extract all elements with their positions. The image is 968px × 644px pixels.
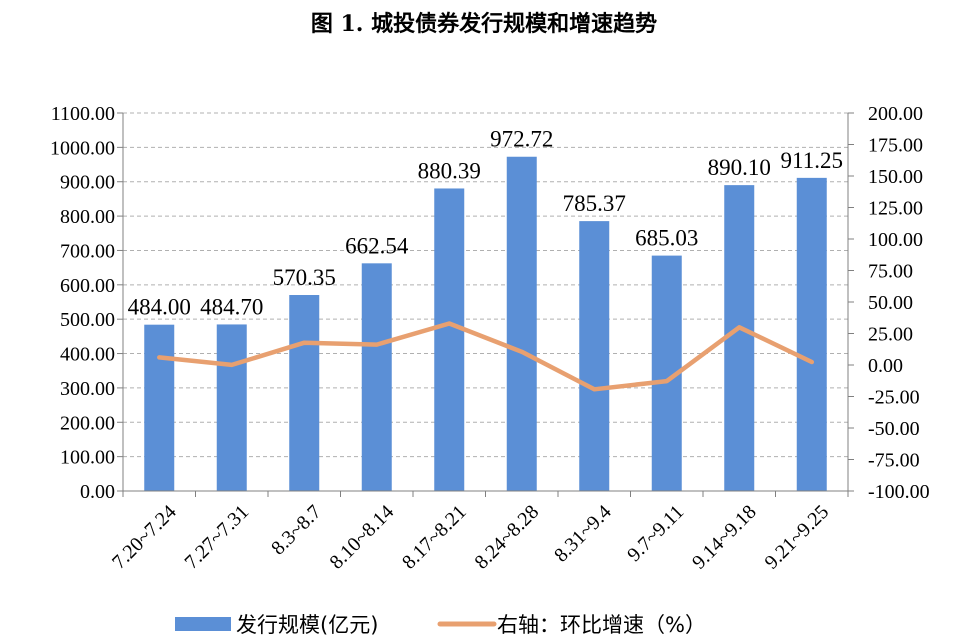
line-point <box>738 326 740 328</box>
left-tick-label: 1100.00 <box>51 103 115 125</box>
left-tick-label: 400.00 <box>60 344 115 366</box>
x-tick-label: 8.31~9.4 <box>550 501 616 567</box>
x-tick-label: 8.3~8.7 <box>267 501 326 560</box>
left-tick-label: 100.00 <box>60 447 115 469</box>
left-tick-label: 500.00 <box>60 309 115 331</box>
bar-data-label: 685.03 <box>635 226 698 251</box>
left-tick-label: 600.00 <box>60 275 115 297</box>
line-point <box>521 351 523 353</box>
right-tick-label: 25.00 <box>868 324 913 346</box>
line-point <box>158 356 160 358</box>
legend-bar-label: 发行规模(亿元) <box>236 613 378 637</box>
bar <box>796 177 827 491</box>
bar-data-label: 972.72 <box>490 127 553 152</box>
bar <box>579 221 610 492</box>
x-tick-label: 9.7~9.11 <box>623 501 688 566</box>
left-tick-label: 0.00 <box>80 481 115 503</box>
growth-line <box>157 321 815 392</box>
chart-title: 图 1. 城投债券发行规模和增速趋势 <box>310 11 658 37</box>
bar <box>289 295 320 491</box>
left-tick-label: 300.00 <box>60 378 115 400</box>
right-tick-label: 0.00 <box>868 355 903 377</box>
line-series <box>157 321 815 392</box>
x-tick-label: 9.21~9.25 <box>760 501 833 574</box>
x-tick-label: 9.14~9.18 <box>688 501 761 574</box>
x-axis-ticks: 7.20~7.24 7.27~7.31 8.3~8.7 8.10~8.14 8.17~8… <box>108 491 849 574</box>
left-tick-label: 700.00 <box>60 240 115 262</box>
bar-series <box>144 156 827 492</box>
right-tick-label: 50.00 <box>868 292 913 314</box>
line-point <box>231 364 233 366</box>
x-tick-label: 8.17~8.21 <box>398 501 471 574</box>
line-point <box>666 380 668 382</box>
bar-data-label: 570.35 <box>273 265 336 290</box>
data-labels: 484.00 484.70 570.35 662.54 880.39 972.72 785.… <box>128 127 843 320</box>
left-tick-label: 900.00 <box>60 172 115 194</box>
line-point <box>376 344 378 346</box>
line-point <box>448 323 450 325</box>
right-axis-ticks: -100.00 -75.00 -50.00 -25.00 0.00 25.00 50.00 7… <box>848 103 930 503</box>
bar <box>434 188 465 491</box>
x-tick-label: 8.10~8.14 <box>325 501 398 574</box>
right-tick-label: 125.00 <box>868 198 923 220</box>
line-point <box>811 361 813 363</box>
right-tick-label: -75.00 <box>868 450 920 472</box>
left-axis-ticks: 0.00 100.00 200.00 300.00 400.00 500.00 600.00… <box>50 103 123 503</box>
right-tick-label: 150.00 <box>868 166 923 188</box>
x-tick-label: 8.24~8.28 <box>470 501 543 574</box>
bar-data-label: 484.00 <box>128 295 191 320</box>
line-point <box>593 388 595 390</box>
legend-line-label: 右轴：环比增速（%） <box>497 613 706 637</box>
right-tick-label: 100.00 <box>868 229 923 251</box>
bar-data-label: 785.37 <box>563 191 626 216</box>
right-tick-label: 200.00 <box>868 103 923 125</box>
x-tick-label: 7.27~7.31 <box>180 501 253 574</box>
right-tick-label: 75.00 <box>868 261 913 283</box>
line-point <box>303 342 305 344</box>
right-tick-label: -25.00 <box>868 387 920 409</box>
bar <box>506 156 537 491</box>
right-tick-label: -100.00 <box>868 481 930 503</box>
bar-data-label: 880.39 <box>418 158 481 183</box>
bar <box>724 185 755 491</box>
right-tick-label: 175.00 <box>868 135 923 157</box>
bar-data-label: 890.10 <box>708 155 771 180</box>
bar <box>361 263 392 491</box>
x-tick-label: 7.20~7.24 <box>108 501 181 574</box>
bar <box>216 324 247 491</box>
left-tick-label: 800.00 <box>60 206 115 228</box>
bar-data-label: 662.54 <box>345 233 409 258</box>
bar <box>144 324 175 491</box>
left-tick-label: 1000.00 <box>50 137 115 159</box>
legend: 发行规模(亿元) 右轴：环比增速（%） <box>175 613 706 637</box>
legend-bar-swatch <box>175 617 231 631</box>
bar-data-label: 484.70 <box>200 294 263 319</box>
bar-data-label: 911.25 <box>781 148 843 173</box>
left-tick-label: 200.00 <box>60 412 115 434</box>
right-tick-label: -50.00 <box>868 418 920 440</box>
